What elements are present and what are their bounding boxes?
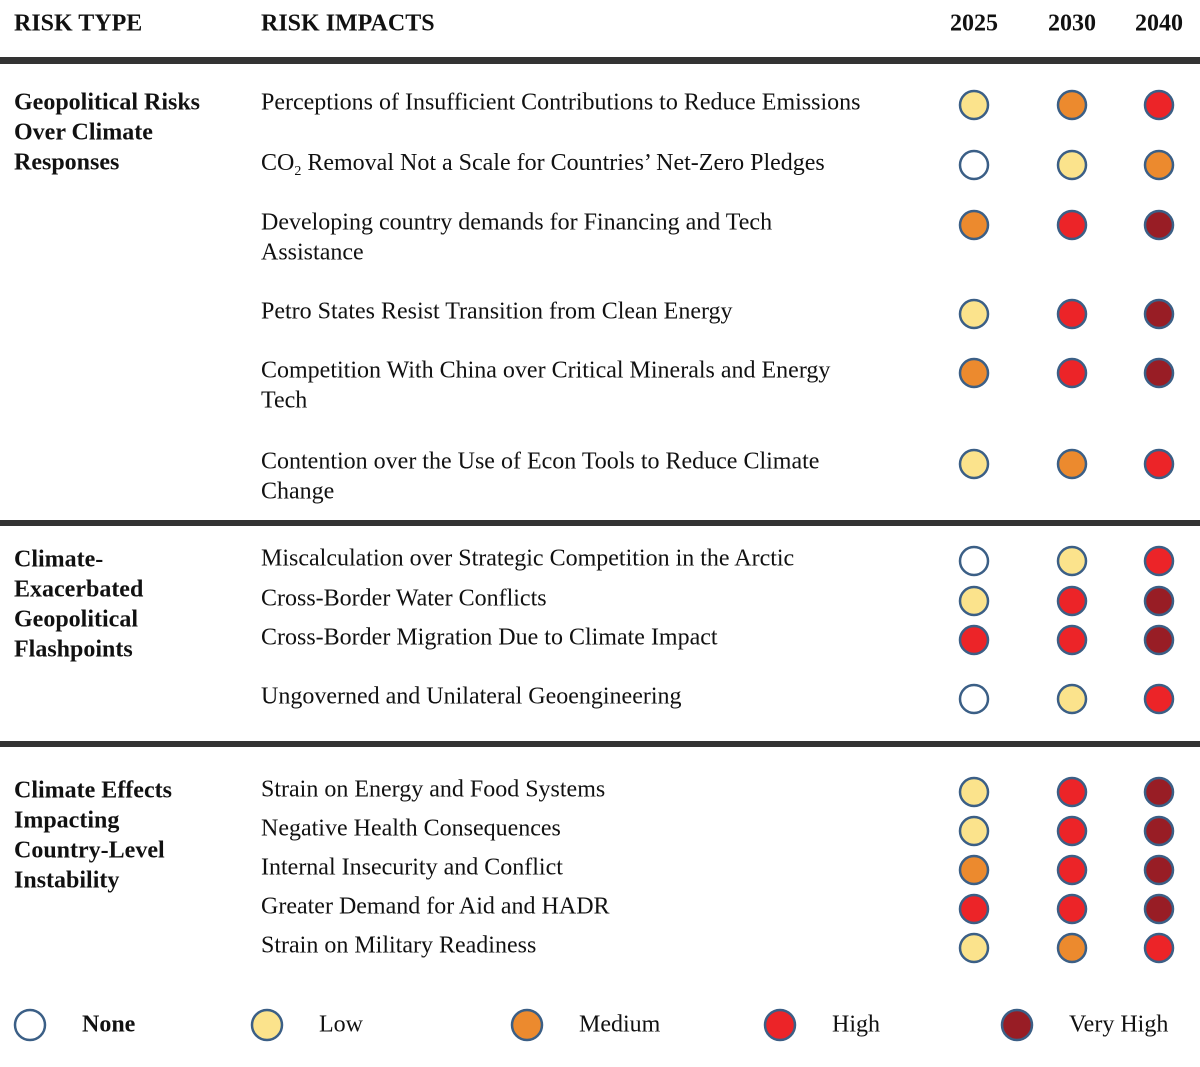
risk-dot	[1056, 893, 1088, 925]
risk-dot	[1056, 815, 1088, 847]
risk-dot	[958, 893, 990, 925]
legend-swatch	[1000, 1008, 1034, 1042]
risk-dot	[1056, 357, 1088, 389]
risk-dot	[958, 89, 990, 121]
risk-impact: Competition With China over Critical Min…	[261, 358, 830, 384]
risk-impact: Petro States Resist Transition from Clea…	[261, 299, 733, 325]
risk-dot	[1056, 854, 1088, 886]
header-risk-type: RISK TYPE	[14, 11, 142, 37]
risk-impact: Contention over the Use of Econ Tools to…	[261, 449, 819, 475]
risk-impact-part: 2	[294, 164, 301, 179]
risk-type: Exacerbated	[14, 577, 144, 603]
risk-dot	[1143, 298, 1175, 330]
risk-dot	[1056, 776, 1088, 808]
risk-dot	[958, 776, 990, 808]
risk-dot	[1056, 209, 1088, 241]
risk-dot	[958, 545, 990, 577]
risk-dot	[958, 932, 990, 964]
risk-dot	[958, 149, 990, 181]
risk-dot	[958, 298, 990, 330]
risk-impact: Strain on Energy and Food Systems	[261, 777, 605, 803]
risk-dot	[1056, 683, 1088, 715]
risk-type: Geopolitical	[14, 607, 138, 633]
risk-dot	[958, 815, 990, 847]
year-header: 2030	[1048, 11, 1096, 37]
risk-impact-part: Removal Not a Scale for Countries’ Net-Z…	[301, 150, 824, 176]
legend-swatch	[250, 1008, 284, 1042]
risk-dot	[1056, 298, 1088, 330]
legend-label: None	[82, 1012, 136, 1038]
legend-label: Low	[319, 1012, 364, 1038]
risk-dot	[1143, 545, 1175, 577]
risk-dot	[1143, 854, 1175, 886]
risk-dot	[958, 357, 990, 389]
risk-type: Impacting	[14, 808, 119, 834]
risk-dot	[958, 209, 990, 241]
risk-dot	[958, 624, 990, 656]
risk-dot	[1056, 624, 1088, 656]
risk-dot	[958, 585, 990, 617]
risk-dot	[1056, 448, 1088, 480]
risk-dot	[1056, 932, 1088, 964]
risk-impact: Perceptions of Insufficient Contribution…	[261, 90, 860, 116]
risk-dot	[1143, 624, 1175, 656]
risk-type: Country-Level	[14, 838, 165, 864]
risk-dot	[1056, 585, 1088, 617]
separator	[0, 57, 1200, 64]
risk-dot	[1143, 209, 1175, 241]
risk-dot	[958, 683, 990, 715]
risk-impact: Strain on Military Readiness	[261, 933, 536, 959]
header-risk-impacts: RISK IMPACTS	[261, 11, 435, 37]
year-header: 2040	[1135, 11, 1183, 37]
risk-type: Responses	[14, 150, 119, 176]
legend-swatch	[13, 1008, 47, 1042]
risk-dot	[1143, 815, 1175, 847]
risk-impact: Cross-Border Migration Due to Climate Im…	[261, 625, 718, 651]
risk-dot	[1143, 776, 1175, 808]
risk-dot	[1143, 149, 1175, 181]
risk-impact: Tech	[261, 388, 307, 414]
risk-impact: Miscalculation over Strategic Competitio…	[261, 546, 794, 572]
risk-impact: Internal Insecurity and Conflict	[261, 855, 563, 881]
risk-dot	[1143, 448, 1175, 480]
separator	[0, 520, 1200, 526]
risk-dot	[1143, 357, 1175, 389]
risk-dot	[1056, 149, 1088, 181]
risk-dot	[958, 448, 990, 480]
legend-swatch	[510, 1008, 544, 1042]
risk-type: Geopolitical Risks	[14, 90, 200, 116]
risk-dot	[1143, 932, 1175, 964]
risk-dot	[1056, 89, 1088, 121]
risk-impact: Cross-Border Water Conflicts	[261, 586, 547, 612]
legend-swatch	[763, 1008, 797, 1042]
risk-dot	[1143, 893, 1175, 925]
risk-impact: Greater Demand for Aid and HADR	[261, 894, 610, 920]
risk-type: Over Climate	[14, 120, 153, 146]
risk-type: Climate Effects	[14, 778, 172, 804]
risk-impact: CO2 Removal Not a Scale for Countries’ N…	[261, 150, 825, 180]
risk-impact-part: CO	[261, 150, 294, 176]
legend-label: Medium	[579, 1012, 661, 1038]
legend-label: Very High	[1069, 1012, 1168, 1038]
risk-type: Instability	[14, 868, 119, 894]
risk-type: Flashpoints	[14, 637, 133, 663]
risk-type: Climate-	[14, 547, 103, 573]
risk-dot	[1143, 89, 1175, 121]
risk-dot	[1056, 545, 1088, 577]
risk-impact: Change	[261, 479, 334, 505]
legend-label: High	[832, 1012, 880, 1038]
risk-impact: Developing country demands for Financing…	[261, 210, 772, 236]
risk-impact: Ungoverned and Unilateral Geoengineering	[261, 684, 682, 710]
separator	[0, 741, 1200, 747]
year-header: 2025	[950, 11, 998, 37]
risk-dot	[1143, 683, 1175, 715]
risk-dot	[1143, 585, 1175, 617]
risk-impact: Assistance	[261, 240, 364, 266]
risk-impact: Negative Health Consequences	[261, 816, 561, 842]
risk-dot	[958, 854, 990, 886]
